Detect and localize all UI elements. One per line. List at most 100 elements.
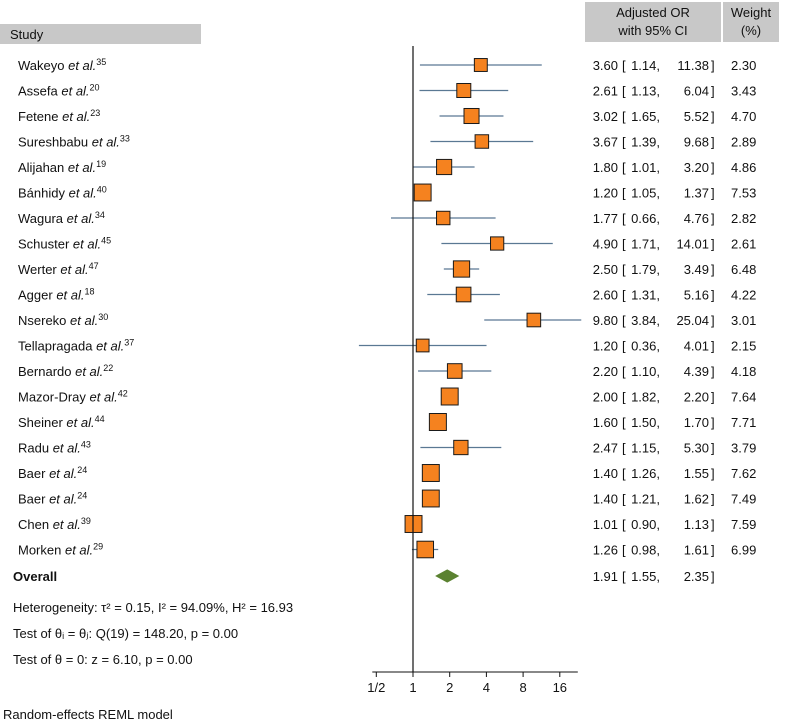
weight-value: 6.48: [731, 262, 756, 277]
x-tick-label: 8: [519, 680, 526, 695]
or-header-line1: Adjusted OR: [616, 5, 690, 20]
ci-bracket-open: [: [622, 135, 626, 150]
ci-bracket-close: ]: [711, 313, 715, 328]
study-row: Alijahan et al.19 1.80 [1.01, 3.20] 4.86: [18, 158, 756, 176]
ci-upper: 2.20: [684, 390, 709, 405]
study-row: Assefa et al.20 2.61 [1.13, 6.04] 3.43: [18, 83, 756, 99]
effect-marker: [490, 236, 505, 251]
study-label: Sheiner et al.44: [18, 414, 105, 430]
ci-bracket-close: ]: [711, 262, 715, 277]
weight-header-line1: Weight: [731, 5, 772, 20]
x-tick-label: 1: [409, 680, 416, 695]
or-value: 2.50: [593, 262, 618, 277]
or-value: 1.01: [593, 517, 618, 532]
ci-bracket-open: [: [622, 84, 626, 99]
study-label: Wakeyo et al.35: [18, 57, 106, 73]
weight-value: 2.30: [731, 58, 756, 73]
ci-lower: 1.26,: [631, 466, 660, 481]
ci-bracket-close: ]: [711, 517, 715, 532]
effect-marker: [416, 540, 435, 559]
ci-upper: 5.16: [684, 288, 709, 303]
weight-value: 2.15: [731, 339, 756, 354]
x-tick-label: 4: [483, 680, 490, 695]
effect-marker: [446, 363, 463, 379]
ci-lower: 0.90,: [631, 517, 660, 532]
weight-value: 4.18: [731, 364, 756, 379]
effect-marker: [428, 413, 447, 431]
study-label: Bernardo et al.22: [18, 363, 113, 379]
ci-lower: 1.14,: [631, 58, 660, 73]
weight-value: 7.62: [731, 466, 756, 481]
study-header-bg: [0, 24, 201, 44]
ci-upper: 1.55: [684, 466, 709, 481]
effect-marker: [474, 134, 490, 149]
or-value: 1.60: [593, 415, 618, 430]
ci-bracket-close: ]: [711, 441, 715, 456]
ci-bracket-open: [: [622, 466, 626, 481]
ci-upper: 14.01: [676, 237, 709, 252]
effect-marker: [456, 82, 472, 99]
or-value: 2.60: [593, 288, 618, 303]
study-row: Radu et al.43 2.47 [1.15, 5.30] 3.79: [18, 440, 756, 456]
ci-upper: 1.13: [684, 517, 709, 532]
weight-value: 4.86: [731, 160, 756, 175]
ci-bracket-close: ]: [711, 135, 715, 150]
x-tick-label: 2: [446, 680, 453, 695]
ci-bracket-close: ]: [711, 58, 715, 73]
overall-row: Overall 1.91 [1.55, 2.35]: [13, 569, 715, 584]
or-value: 4.90: [593, 237, 618, 252]
study-label: Tellapragada et al.37: [18, 338, 134, 354]
ci-bracket-close: ]: [711, 543, 715, 558]
study-row: Schuster et al.45 4.90 [1.71, 14.01] 2.61: [18, 236, 756, 252]
ci-bracket-open: [: [622, 58, 626, 73]
ci-bracket-open: [: [622, 186, 626, 201]
test-q-text: Test of θᵢ = θⱼ: Q(19) = 148.20, p = 0.0…: [13, 626, 238, 641]
ci-lower: 1.01,: [631, 160, 660, 175]
ci-bracket-open: [: [622, 262, 626, 277]
or-value: 1.77: [593, 211, 618, 226]
effect-marker: [440, 387, 459, 406]
ci-lower: 3.84,: [631, 313, 660, 328]
weight-value: 3.79: [731, 441, 756, 456]
study-row: Morken et al.29 1.26 [0.98, 1.61] 6.99: [18, 540, 756, 559]
ci-bracket-open: [: [622, 390, 626, 405]
study-row: Bánhidy et al.40 1.20 [1.05, 1.37] 7.53: [18, 183, 756, 202]
ci-bracket-open: [: [622, 543, 626, 558]
weight-header-bg: [723, 2, 779, 42]
effect-marker: [415, 338, 430, 353]
overall-diamond: [435, 569, 460, 583]
ci-lower: 1.79,: [631, 262, 660, 277]
or-value: 2.20: [593, 364, 618, 379]
study-row: Baer et al.24 1.40 [1.21, 1.62] 7.49: [18, 489, 756, 508]
ci-bracket-open: [: [622, 211, 626, 226]
ci-bracket-open: [: [622, 288, 626, 303]
study-row: Wakeyo et al.35 3.60 [1.14, 11.38] 2.30: [18, 57, 756, 73]
study-label: Wagura et al.34: [18, 210, 105, 226]
ci-bracket-close: ]: [711, 186, 715, 201]
ci-upper: 3.49: [684, 262, 709, 277]
ci-bracket-open: [: [622, 109, 626, 124]
study-row: Nsereko et al.30 9.80 [3.84, 25.04] 3.01: [18, 312, 756, 328]
weight-value: 2.89: [731, 135, 756, 150]
or-header-line2: with 95% CI: [617, 23, 687, 38]
ci-bracket-close: ]: [711, 492, 715, 507]
ci-bracket-close: ]: [711, 466, 715, 481]
ci-upper: 4.01: [684, 339, 709, 354]
or-value: 1.40: [593, 492, 618, 507]
weight-value: 7.71: [731, 415, 756, 430]
study-row: Bernardo et al.22 2.20 [1.10, 4.39] 4.18: [18, 363, 756, 379]
ci-bracket-close: ]: [711, 84, 715, 99]
ci-lower: 1.31,: [631, 288, 660, 303]
ci-lower: 1.50,: [631, 415, 660, 430]
or-value: 1.20: [593, 339, 618, 354]
study-row: Mazor-Dray et al.42 2.00 [1.82, 2.20] 7.64: [18, 387, 756, 406]
study-label: Assefa et al.20: [18, 83, 100, 99]
study-row: Fetene et al.23 3.02 [1.65, 5.52] 4.70: [18, 107, 756, 125]
ci-upper: 11.38: [677, 58, 709, 73]
ci-upper: 4.39: [684, 364, 709, 379]
study-label: Bánhidy et al.40: [18, 185, 107, 201]
weight-value: 2.82: [731, 211, 756, 226]
ci-bracket-open: [: [622, 569, 626, 584]
ci-bracket-open: [: [622, 339, 626, 354]
